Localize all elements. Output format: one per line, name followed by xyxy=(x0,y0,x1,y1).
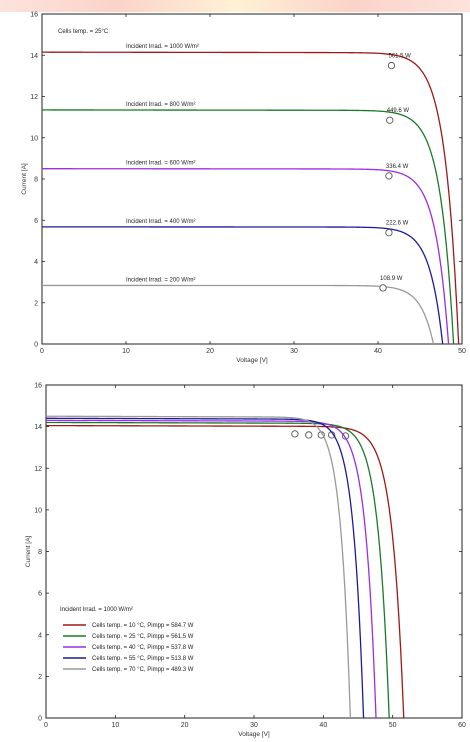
series-label-4: Incident Irrad. = 400 W/m² xyxy=(126,219,196,225)
x-tick-label: 20 xyxy=(181,722,189,729)
y-tick-label: 14 xyxy=(34,424,42,431)
x-tick-label: 40 xyxy=(374,348,382,355)
series-line-5 xyxy=(42,284,435,345)
series-label-2: Incident Irrad. = 800 W/m² xyxy=(126,102,196,108)
mpp-marker-4 xyxy=(305,431,313,439)
y-tick-label: 16 xyxy=(34,383,42,390)
mpp-power-label-1: 561.5 W xyxy=(388,54,411,60)
irradiance-annotation: Incident Irrad. = 1000 W/m² xyxy=(60,607,133,613)
y-tick-label: 4 xyxy=(34,259,38,266)
mpp-power-label-2: 449.6 W xyxy=(387,108,410,114)
x-tick-label: 50 xyxy=(458,348,466,355)
mpp-marker-1 xyxy=(341,432,350,440)
mpp-marker-5 xyxy=(291,430,299,438)
plot-frame xyxy=(41,13,463,345)
y-tick-label: 8 xyxy=(34,177,38,184)
series-line-3 xyxy=(42,168,450,345)
header-banner xyxy=(0,0,470,12)
mpp-power-label-5: 108.9 W xyxy=(380,276,403,282)
series-line-5 xyxy=(46,415,352,719)
x-tick-label: 60 xyxy=(458,722,466,729)
y-tick-label: 10 xyxy=(34,507,42,514)
legend-label-4: Cells temp. = 55 °C, Pimpp = 513.8 W xyxy=(92,656,194,662)
series-line-4 xyxy=(46,417,365,719)
x-tick-label: 0 xyxy=(44,722,48,729)
cells-temp-annotation: Cells temp. = 25°C xyxy=(58,29,109,35)
y-axis-label: Current [A] xyxy=(21,163,28,195)
y-tick-label: 16 xyxy=(30,12,38,19)
y-tick-label: 10 xyxy=(30,135,38,142)
x-tick-label: 30 xyxy=(290,348,298,355)
y-tick-label: 2 xyxy=(38,674,42,681)
legend-label-3: Cells temp. = 40 °C, Pimpp = 537.8 W xyxy=(92,645,194,651)
mpp-marker-5 xyxy=(379,284,387,292)
x-tick-label: 30 xyxy=(250,722,258,729)
mpp-marker-3 xyxy=(385,172,393,180)
y-tick-label: 12 xyxy=(30,94,38,101)
y-tick-label: 14 xyxy=(30,53,38,60)
series-line-1 xyxy=(45,424,405,719)
y-tick-label: 0 xyxy=(38,716,42,723)
series-line-2 xyxy=(42,109,455,345)
x-tick-label: 10 xyxy=(111,722,119,729)
y-tick-label: 6 xyxy=(34,218,38,225)
chart-temperature-iv-curves: 0 10 20 30 40 50 60 0 2 4 6 8 10 12 14 16 Voltage [V] Cur… xyxy=(25,383,466,739)
legend-label-2: Cells temp. = 25 °C, Pimpp = 561.5 W xyxy=(92,634,194,640)
mpp-power-label-4: 222.6 W xyxy=(386,221,409,227)
mpp-marker-2 xyxy=(386,116,394,124)
x-axis-label: Voltage [V] xyxy=(236,357,268,364)
x-tick-label: 50 xyxy=(389,722,397,729)
y-tick-label: 6 xyxy=(38,591,42,598)
series-label-1: Incident Irrad. = 1000 W/m² xyxy=(126,44,199,50)
y-tick-label: 2 xyxy=(34,300,38,307)
mpp-marker-4 xyxy=(385,228,393,237)
series-line-2 xyxy=(45,421,390,719)
x-tick-label: 40 xyxy=(319,722,327,729)
series-line-1 xyxy=(42,51,460,345)
x-tick-label: 10 xyxy=(122,348,130,355)
mpp-power-label-3: 336.4 W xyxy=(386,164,409,170)
series-label-5: Incident Irrad. = 200 W/m² xyxy=(126,277,196,283)
legend-label-1: Cells temp. = 10 °C, Pimpp = 584.7 W xyxy=(92,623,194,629)
y-tick-label: 12 xyxy=(34,466,42,473)
legend-label-5: Cells temp. = 70 °C, Pimpp = 489.3 W xyxy=(92,667,194,673)
x-tick-label: 0 xyxy=(40,348,44,355)
x-axis-label: Voltage [V] xyxy=(238,731,270,738)
x-tick-label: 20 xyxy=(206,348,214,355)
y-axis-label: Current [A] xyxy=(25,536,32,568)
series-line-4 xyxy=(42,226,444,345)
y-tick-label: 0 xyxy=(34,342,38,349)
y-tick-label: 4 xyxy=(38,632,42,639)
y-tick-label: 8 xyxy=(38,549,42,556)
chart-irradiance-iv-curves: 0 10 20 30 40 50 0 2 4 6 8 10 12 14 16 Voltage [V] Curre… xyxy=(21,12,466,365)
series-label-3: Incident Irrad. = 600 W/m² xyxy=(126,161,196,167)
series-line-3 xyxy=(45,419,377,719)
mpp-marker-1 xyxy=(387,61,396,70)
